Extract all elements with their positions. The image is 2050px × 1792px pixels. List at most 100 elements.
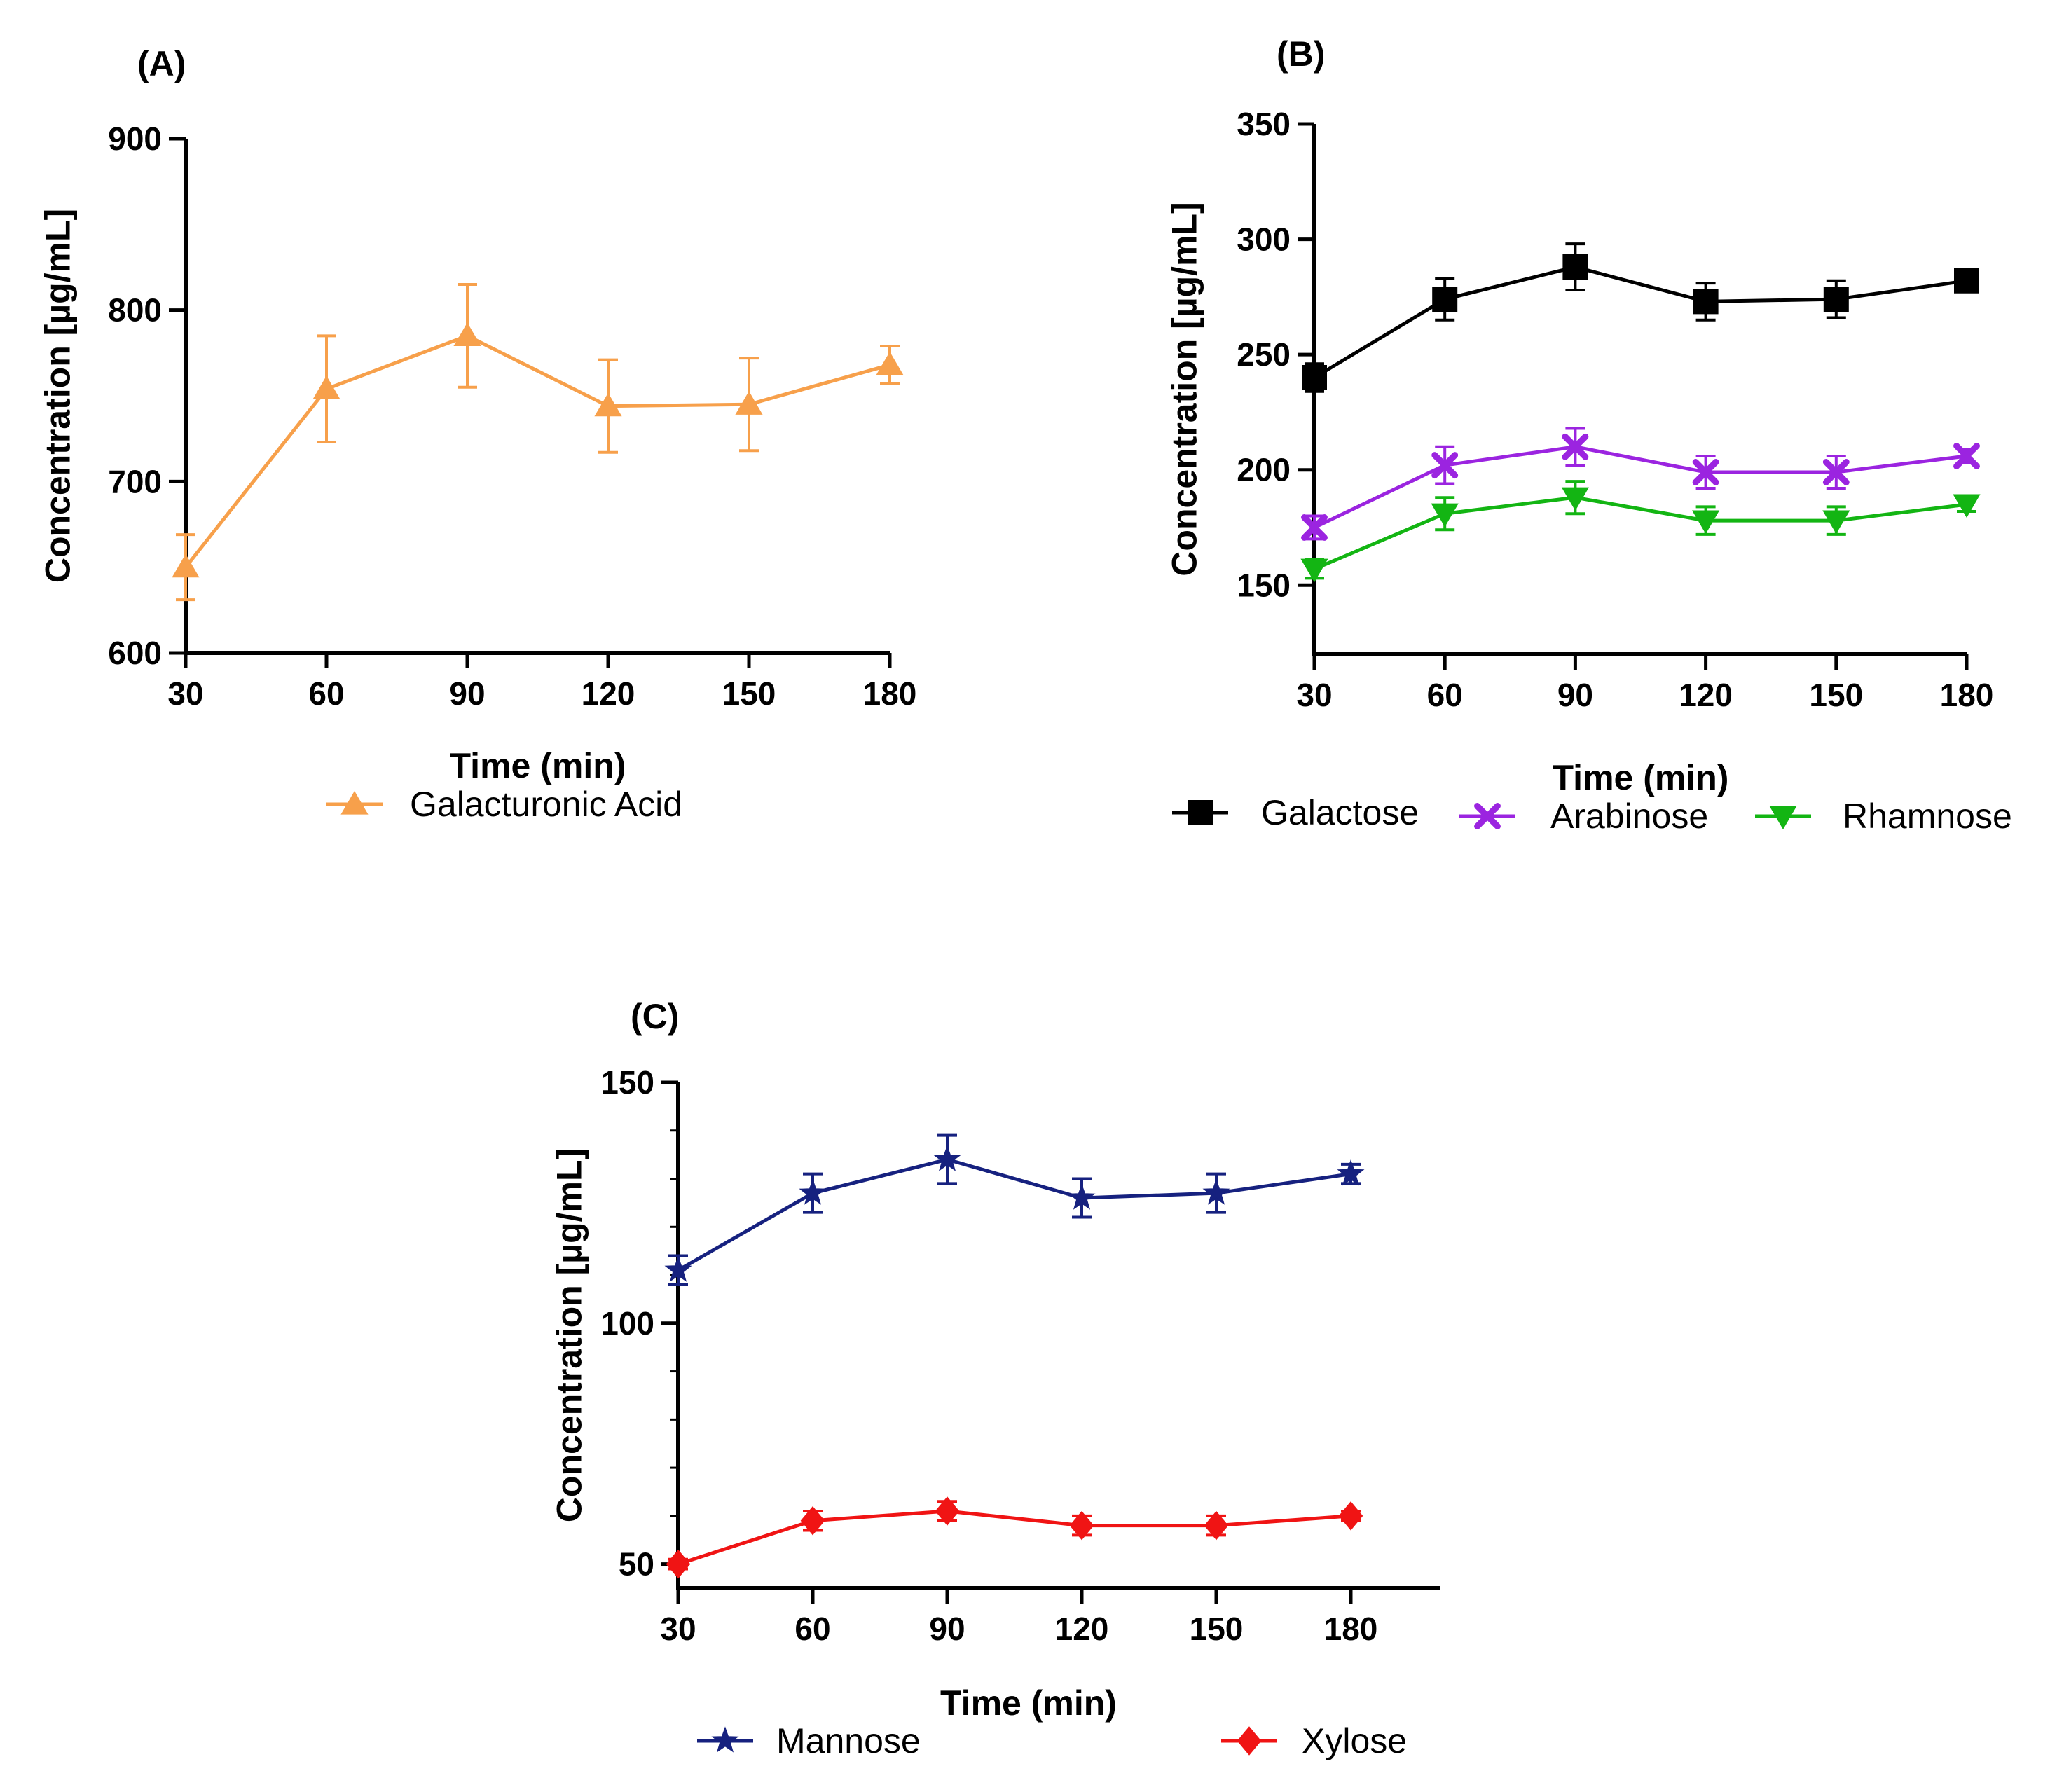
data-point xyxy=(1300,558,1328,583)
y-tick-label-a: 600 xyxy=(108,635,162,671)
series-arabinose xyxy=(1301,427,1980,541)
x-tick-label-a: 60 xyxy=(308,675,344,712)
data-point xyxy=(1301,514,1328,541)
series-line xyxy=(1313,265,1967,380)
legend-entry-mannose: Mannose xyxy=(697,1721,921,1760)
series-line xyxy=(677,1509,1351,1566)
data-point xyxy=(666,1549,691,1579)
x-tick-label-b: 120 xyxy=(1679,677,1733,713)
panel-c: (C) 50 100 150 30 60 90 120 150 180 Time (min) Conc… xyxy=(550,997,1440,1760)
data-point xyxy=(1337,1159,1365,1186)
data-point xyxy=(1954,268,1979,294)
x-tick-label-c: 150 xyxy=(1190,1611,1244,1647)
data-point xyxy=(1561,487,1589,511)
y-tick-label-b: 300 xyxy=(1237,221,1291,258)
data-point xyxy=(1202,1178,1230,1205)
legend-label: Mannose xyxy=(776,1721,921,1760)
y-tick-label-b: 350 xyxy=(1237,106,1291,142)
panel-b: (B) 150 200 250 300 350 30 60 90 120 150 180 Time (m… xyxy=(1165,34,2012,836)
data-point xyxy=(1692,459,1719,485)
x-axis-title-a: Time (min) xyxy=(450,746,626,785)
data-point xyxy=(935,1496,960,1526)
data-point xyxy=(1692,510,1720,535)
legend-label: Rhamnose xyxy=(1843,797,2012,836)
legend-entry-xylose: Xylose xyxy=(1221,1721,1407,1760)
legend-marker xyxy=(1474,803,1501,829)
legend-entry-galactose: Galactose xyxy=(1172,793,1419,832)
y-axis-title-b: Concentration [µg/mL] xyxy=(1165,202,1204,576)
x-tick-label-a: 180 xyxy=(863,675,917,712)
y-tick-label-b: 200 xyxy=(1237,452,1291,488)
x-tick-label-c: 60 xyxy=(794,1611,830,1647)
x-axis-title-c: Time (min) xyxy=(940,1683,1117,1723)
data-point xyxy=(312,375,340,399)
legend-label: Galacturonic Acid xyxy=(410,785,682,824)
data-point xyxy=(800,1505,825,1536)
x-tick-label-c: 120 xyxy=(1055,1611,1109,1647)
data-point xyxy=(1822,510,1850,535)
series-xylose xyxy=(666,1496,1363,1579)
data-point xyxy=(1432,287,1458,312)
panel-label-b: (B) xyxy=(1277,34,1325,74)
panel-label-c: (C) xyxy=(631,997,679,1036)
data-point xyxy=(1069,1510,1094,1541)
data-point xyxy=(1338,1501,1363,1531)
panel-label-a: (A) xyxy=(137,44,186,83)
legend-label: Arabinose xyxy=(1550,797,1708,836)
data-point xyxy=(453,322,481,346)
data-point xyxy=(1431,452,1459,479)
x-tick-label-a: 90 xyxy=(449,675,485,712)
x-axis-title-b: Time (min) xyxy=(1553,758,1729,797)
x-tick-label-a: 30 xyxy=(167,675,203,712)
legend-marker xyxy=(1188,800,1213,825)
y-tick-label-c: 50 xyxy=(619,1546,654,1583)
series-line xyxy=(184,333,890,569)
x-tick-label-b: 30 xyxy=(1296,677,1332,713)
panel-a: (A) 600 700 800 900 30 60 90 120 150 180 Time (min)… xyxy=(39,44,917,824)
x-tick-label-a: 150 xyxy=(722,675,776,712)
legend-label: Galactose xyxy=(1261,793,1419,832)
legend-marker xyxy=(340,791,369,815)
y-axis-title-a: Concentration [µg/mL] xyxy=(39,209,78,583)
y-tick-label-b: 150 xyxy=(1237,567,1291,603)
data-point xyxy=(1068,1183,1096,1210)
series-galactose xyxy=(1302,242,1979,393)
series-galacturonic-acid xyxy=(172,282,904,602)
x-tick-label-c: 180 xyxy=(1324,1611,1378,1647)
data-point xyxy=(876,351,904,375)
data-point xyxy=(594,392,622,417)
series-rhamnose xyxy=(1300,480,1981,583)
series-line xyxy=(1314,495,1967,571)
data-point xyxy=(1562,254,1588,280)
data-point xyxy=(735,391,763,415)
y-tick-label-c: 100 xyxy=(600,1305,654,1342)
y-tick-label-b: 250 xyxy=(1237,336,1291,373)
series-line xyxy=(677,1157,1351,1272)
y-tick-label-a: 900 xyxy=(108,120,162,157)
y-axis-title-c: Concentration [µg/mL] xyxy=(550,1148,589,1522)
x-tick-label-b: 150 xyxy=(1809,677,1863,713)
data-point xyxy=(1693,289,1719,315)
legend-marker xyxy=(1769,806,1797,829)
y-tick-label-a: 700 xyxy=(108,463,162,499)
data-point xyxy=(1204,1510,1229,1541)
data-point xyxy=(1302,365,1327,391)
x-tick-label-b: 60 xyxy=(1427,677,1463,713)
data-point xyxy=(1953,494,1981,518)
legend-marker xyxy=(1237,1726,1262,1756)
legend-marker xyxy=(711,1726,739,1753)
data-point xyxy=(799,1178,827,1205)
series-mannose xyxy=(664,1133,1365,1286)
legend-entry-arabinose: Arabinose xyxy=(1459,797,1708,836)
data-point xyxy=(1953,442,1980,469)
legend-label: Xylose xyxy=(1302,1721,1407,1760)
data-point xyxy=(1823,287,1849,312)
data-point xyxy=(1562,433,1589,460)
data-point xyxy=(1431,503,1459,528)
x-tick-label-b: 180 xyxy=(1940,677,1994,713)
x-tick-label-c: 30 xyxy=(660,1611,696,1647)
data-point xyxy=(1822,459,1850,485)
x-tick-label-a: 120 xyxy=(582,675,635,712)
data-point xyxy=(664,1255,692,1282)
